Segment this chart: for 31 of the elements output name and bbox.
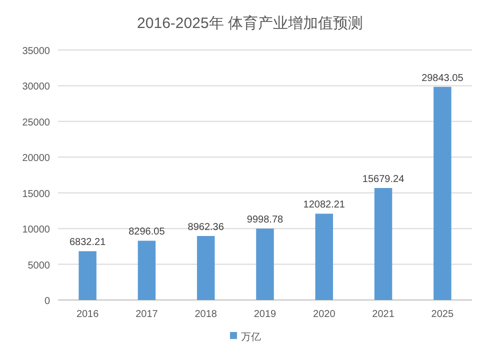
y-tick-label: 0 <box>44 296 50 307</box>
x-tick-label: 2017 <box>136 309 158 320</box>
data-label: 6832.21 <box>69 237 106 248</box>
data-label: 12082.21 <box>303 200 346 211</box>
x-tick-label: 2021 <box>372 309 395 320</box>
x-tick-label: 2016 <box>76 309 100 320</box>
data-label: 8296.05 <box>128 226 166 238</box>
bar <box>434 86 452 300</box>
bar <box>78 251 96 300</box>
y-tick-label: 25000 <box>22 117 50 128</box>
y-tick-label: 15000 <box>22 188 50 200</box>
data-label: 29843.05 <box>422 72 464 84</box>
y-tick-label: 30000 <box>22 82 50 93</box>
legend-label: 万亿 <box>241 332 261 343</box>
bar <box>138 240 156 300</box>
bar <box>196 236 215 300</box>
y-tick-label: 10000 <box>22 224 50 236</box>
data-label: 15679.24 <box>362 174 405 186</box>
y-tick-label: 5000 <box>28 260 50 272</box>
data-label: 8962.36 <box>188 222 224 233</box>
x-tick-label: 2019 <box>254 309 277 320</box>
bar <box>374 188 392 300</box>
bar <box>315 214 334 300</box>
chart-title: 2016-2025年 体育产业增加值预测 <box>137 15 363 32</box>
x-tick-label: 2018 <box>194 309 218 320</box>
x-tick-label: 2025 <box>431 309 454 320</box>
bar <box>256 228 274 300</box>
data-label: 9998.78 <box>246 214 284 226</box>
y-tick-label: 35000 <box>22 46 50 57</box>
x-tick-label: 2020 <box>313 309 336 320</box>
y-tick-label: 20000 <box>22 153 50 164</box>
